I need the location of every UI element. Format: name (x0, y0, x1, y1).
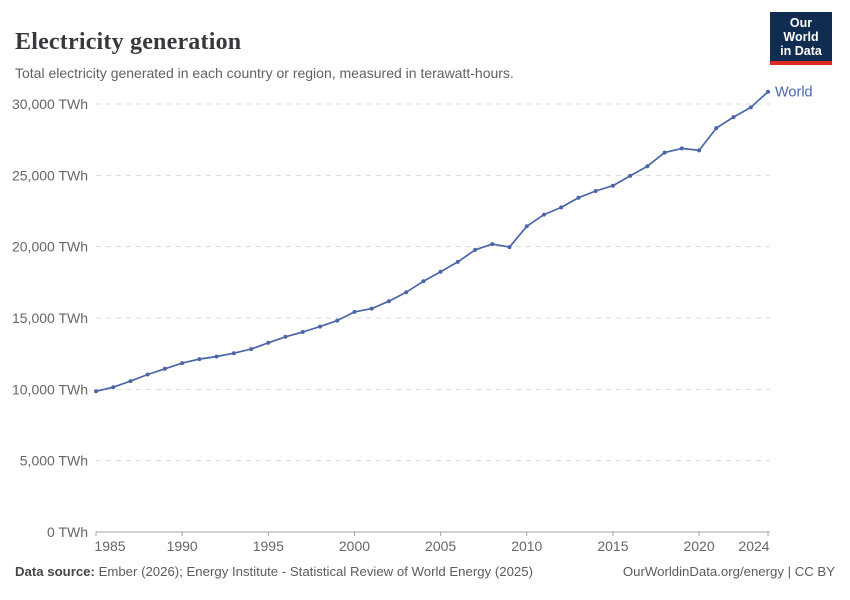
data-point[interactable] (300, 330, 305, 334)
y-axis-tick-label: 5,000 TWh (20, 453, 88, 469)
data-point[interactable] (145, 372, 150, 377)
data-point[interactable] (369, 306, 374, 311)
x-axis-tick-label: 2015 (597, 538, 628, 554)
data-point[interactable] (766, 89, 770, 94)
x-axis-tick-label: 1995 (253, 538, 284, 554)
data-point[interactable] (318, 324, 322, 329)
owid-url-link[interactable]: OurWorldinData.org/energy | CC BY (622, 564, 835, 579)
data-point[interactable] (576, 195, 581, 200)
data-point[interactable] (128, 379, 133, 384)
data-point[interactable] (111, 385, 116, 390)
data-point[interactable] (679, 146, 684, 151)
owid-logo-line2: in Data (780, 44, 822, 58)
data-point[interactable] (610, 183, 615, 188)
y-axis-tick-label: 25,000 TWh (12, 167, 88, 183)
chart-footer: Data source: Ember (2026); Energy Instit… (15, 564, 835, 579)
data-point[interactable] (231, 351, 236, 356)
data-point[interactable] (94, 389, 98, 394)
data-point[interactable] (197, 357, 202, 362)
data-point[interactable] (507, 245, 512, 250)
data-point[interactable] (628, 173, 633, 178)
y-axis-tick-label: 10,000 TWh (12, 381, 88, 397)
x-axis-tick-label: 1990 (167, 538, 198, 554)
x-axis-tick-label: 2000 (339, 538, 370, 554)
data-point[interactable] (283, 334, 288, 339)
series-end-label[interactable]: World (775, 85, 813, 101)
data-source-note: Data source: Ember (2026); Energy Instit… (15, 564, 533, 579)
x-axis-tick-label: 2020 (683, 538, 714, 554)
data-point[interactable] (335, 318, 340, 323)
data-point[interactable] (697, 148, 702, 153)
x-axis-tick-label: 1985 (94, 538, 125, 554)
y-axis-tick-label: 0 TWh (47, 524, 88, 540)
owid-logo[interactable]: Our World in Data (770, 12, 832, 65)
data-point[interactable] (249, 347, 254, 352)
data-point[interactable] (180, 361, 185, 366)
x-axis-tick-label: 2005 (425, 538, 456, 554)
data-point[interactable] (386, 299, 391, 304)
y-axis-tick-label: 20,000 TWh (12, 239, 88, 255)
data-point[interactable] (645, 164, 650, 169)
chart-subtitle: Total electricity generated in each coun… (15, 65, 514, 81)
data-point[interactable] (266, 340, 271, 345)
x-axis-tick-label: 2010 (511, 538, 542, 554)
data-point[interactable] (473, 247, 478, 252)
data-point[interactable] (524, 224, 529, 229)
data-point[interactable] (714, 126, 719, 131)
data-source-label: Data source: (15, 564, 95, 579)
data-point[interactable] (455, 259, 460, 264)
data-point[interactable] (748, 105, 753, 110)
data-point[interactable] (731, 115, 736, 120)
data-point[interactable] (421, 279, 426, 284)
data-point[interactable] (404, 290, 409, 295)
data-point[interactable] (352, 309, 357, 314)
data-point[interactable] (559, 205, 564, 210)
y-axis-tick-label: 30,000 TWh (12, 96, 88, 112)
chart-title: Electricity generation (15, 29, 242, 56)
data-point[interactable] (490, 242, 495, 247)
data-point[interactable] (214, 354, 219, 359)
world-line[interactable] (95, 90, 769, 393)
data-point[interactable] (542, 212, 546, 217)
data-source-text: Ember (2026); Energy Institute - Statist… (98, 564, 533, 579)
data-point[interactable] (593, 189, 598, 193)
data-point[interactable] (438, 269, 443, 274)
data-point[interactable] (162, 366, 167, 371)
x-axis-tick-label: 2024 (738, 538, 769, 554)
y-axis-tick-label: 15,000 TWh (12, 310, 88, 326)
owid-logo-line1: Our World (783, 16, 819, 44)
data-point[interactable] (662, 150, 667, 155)
